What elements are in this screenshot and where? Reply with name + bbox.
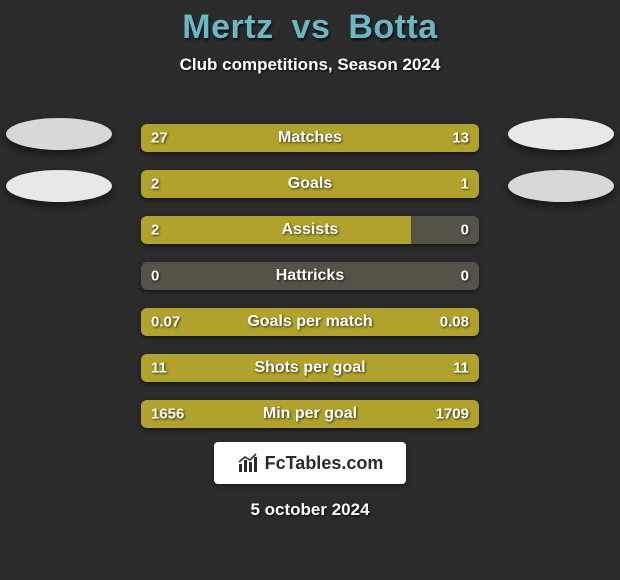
avatar-ellipse [6, 170, 112, 202]
stat-value-right: 11 [453, 360, 469, 377]
stat-value-right: 0.08 [440, 314, 469, 331]
subtitle: Club competitions, Season 2024 [0, 55, 620, 75]
stat-row: 2Assists0 [141, 216, 479, 244]
stat-row: 0.07Goals per match0.08 [141, 308, 479, 336]
stat-row: 2Goals1 [141, 170, 479, 198]
stat-label: Min per goal [141, 405, 479, 423]
stat-row: 11Shots per goal11 [141, 354, 479, 382]
stat-label: Hattricks [141, 267, 479, 285]
avatar-ellipse [508, 118, 614, 150]
logo-text: FcTables.com [265, 453, 384, 474]
stat-value-right: 1 [461, 176, 469, 193]
fctables-logo: FcTables.com [214, 442, 406, 484]
stat-value-right: 0 [461, 268, 469, 285]
stat-value-right: 13 [452, 130, 469, 147]
player1-avatar-group [6, 118, 112, 222]
player1-name: Mertz [182, 8, 273, 46]
stat-row: 0Hattricks0 [141, 262, 479, 290]
stat-label: Assists [141, 221, 479, 239]
avatar-ellipse [6, 118, 112, 150]
date-text: 5 october 2024 [0, 500, 620, 520]
player2-avatar-group [508, 118, 614, 222]
comparison-title: Mertz vs Botta [0, 0, 620, 47]
stat-value-right: 1709 [436, 406, 469, 423]
stat-label: Matches [141, 129, 479, 147]
chart-icon [237, 452, 259, 474]
avatar-ellipse [508, 170, 614, 202]
player2-name: Botta [348, 8, 437, 46]
stat-value-right: 0 [461, 222, 469, 239]
stat-label: Shots per goal [141, 359, 479, 377]
stats-bars: 27Matches132Goals12Assists00Hattricks00.… [141, 124, 479, 446]
stat-label: Goals per match [141, 313, 479, 331]
stat-row: 1656Min per goal1709 [141, 400, 479, 428]
vs-text: vs [292, 8, 331, 46]
stat-label: Goals [141, 175, 479, 193]
stat-row: 27Matches13 [141, 124, 479, 152]
